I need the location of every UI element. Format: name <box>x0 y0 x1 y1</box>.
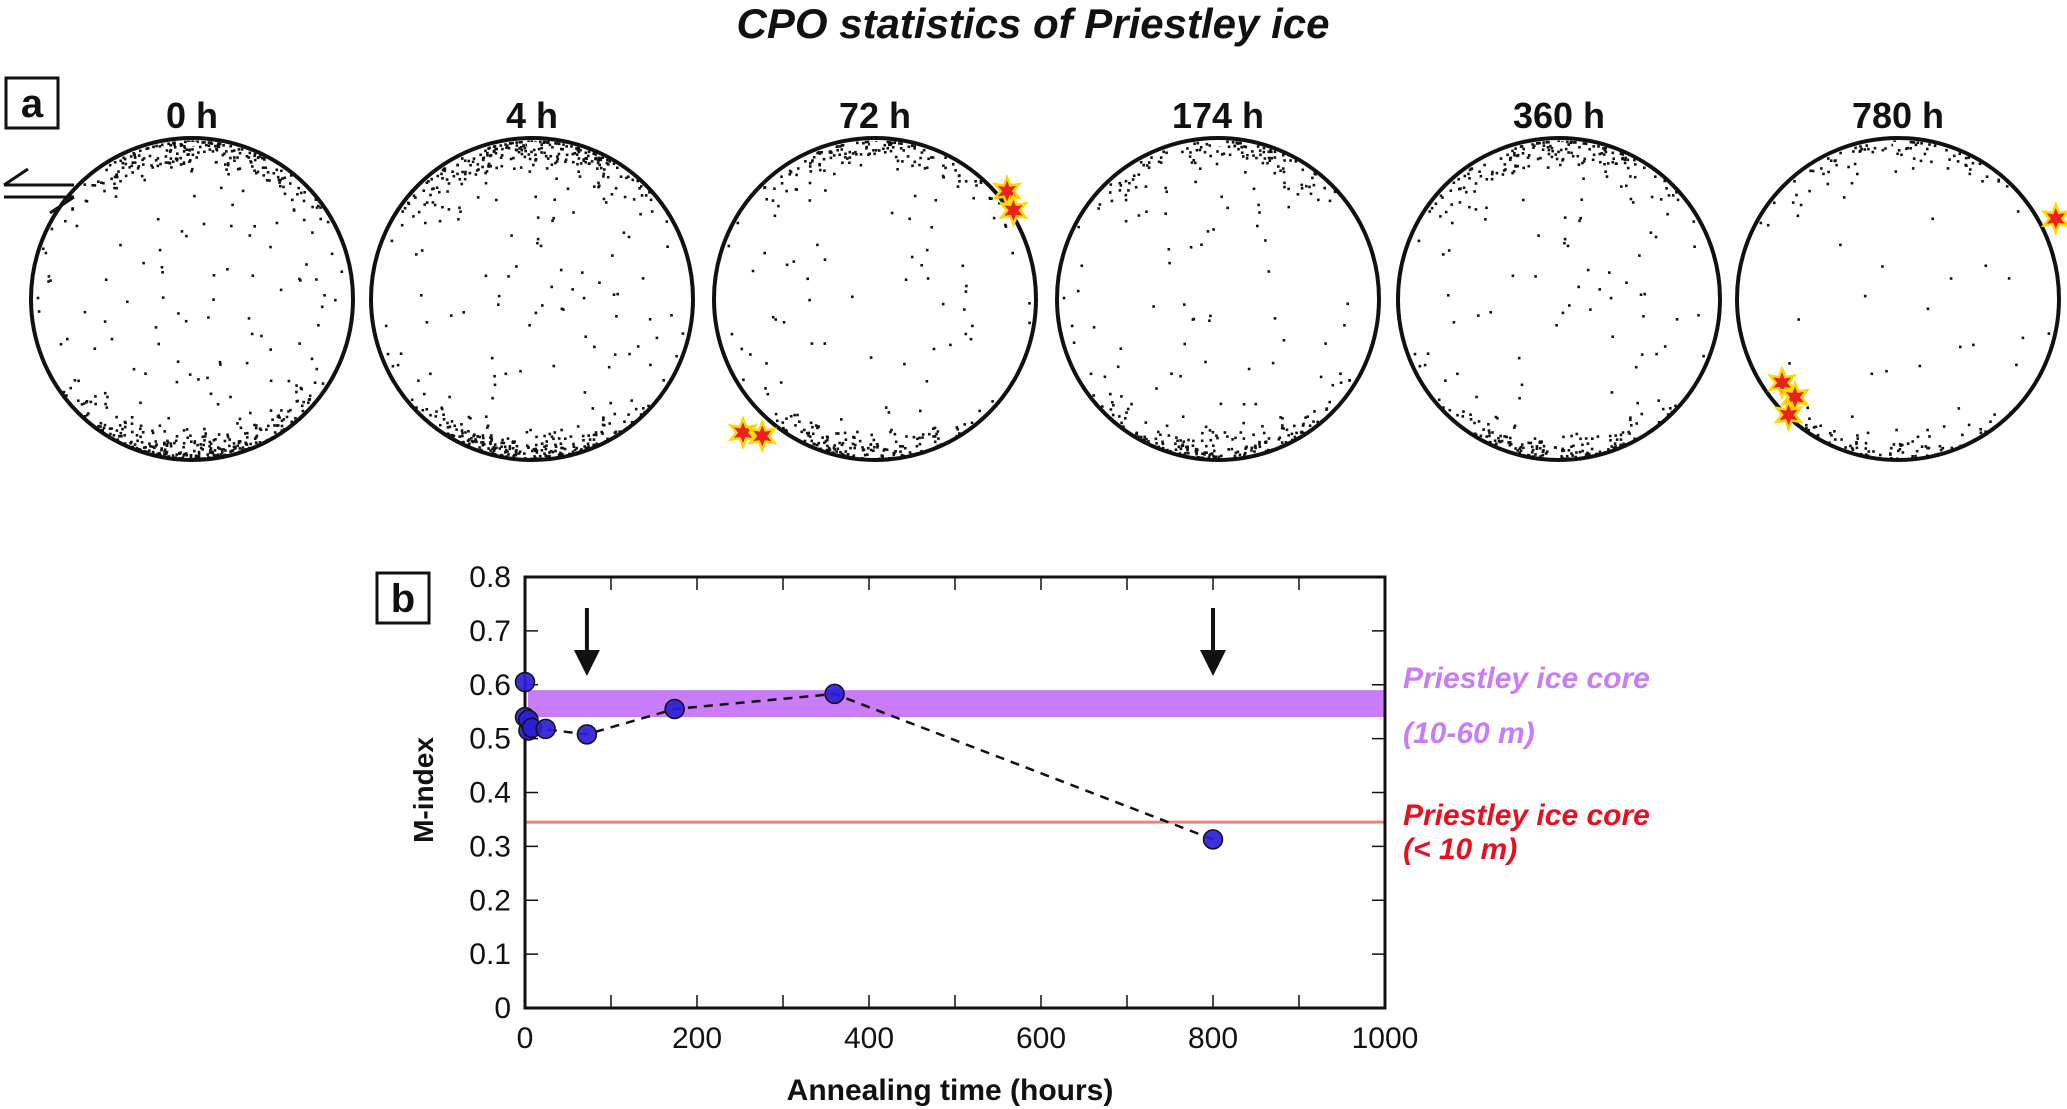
y-tick-label: 0.1 <box>469 938 511 971</box>
panel-b-label-box <box>375 571 431 625</box>
star-marker <box>727 415 759 451</box>
pole-figure-3: 174 h <box>1055 95 1381 462</box>
y-tick-label: 0.7 <box>469 615 511 648</box>
panel-a: a 0 h 4 h 72 h 174 h 360 h 780 h <box>3 76 2067 462</box>
data-point <box>664 698 685 720</box>
y-tick-label: 0.3 <box>469 830 511 863</box>
pole-figure-marker <box>870 142 880 146</box>
star-marker <box>998 192 1029 228</box>
star-marker <box>1767 365 1798 401</box>
pole-figure-1: 4 h <box>369 95 695 462</box>
pole-figure-points <box>384 140 685 461</box>
pole-figure-label: 780 h <box>1852 95 1944 136</box>
y-tick-label: 0 <box>494 992 511 1025</box>
plot-frame <box>523 575 1387 1010</box>
pole-figure-5: 780 h <box>1735 95 2067 462</box>
data-point <box>1202 829 1224 850</box>
pole-figure-marker <box>187 142 197 146</box>
panel-b: b Priestley ice core(10-60 m)Priestley i… <box>375 561 1650 1107</box>
y-tick-label: 0.8 <box>469 561 511 594</box>
panel-a-label: a <box>21 82 44 126</box>
pole-figure-circle <box>29 136 355 462</box>
pole-figure-points <box>727 140 1031 461</box>
x-tick-label: 400 <box>844 1022 894 1055</box>
figure-title: CPO statistics of Priestley ice <box>737 0 1330 47</box>
data-point <box>514 671 536 693</box>
y-axis-label: M-index <box>408 737 439 843</box>
panel-b-label: b <box>391 577 415 621</box>
pole-figure-label: 4 h <box>506 95 558 136</box>
grid <box>525 577 1385 1008</box>
x-tick-label: 600 <box>1016 1022 1066 1055</box>
pole-figure-circle <box>712 136 1038 462</box>
hline-label-line2: (< 10 m) <box>1403 833 1517 866</box>
pole-figure-circle <box>1055 136 1381 462</box>
band-label-line2: (10-60 m) <box>1403 717 1535 750</box>
pole-figure-marker <box>527 142 537 146</box>
pole-figure-label: 0 h <box>166 95 218 136</box>
pole-figure-marker <box>1893 142 1903 146</box>
star-marker <box>1773 397 1804 433</box>
pole-figure-points <box>1062 140 1351 461</box>
y-tick-label: 0.6 <box>469 669 511 702</box>
star-marker <box>2040 201 2067 236</box>
x-tick-label: 1000 <box>1352 1022 1419 1055</box>
pole-figure-label: 174 h <box>1172 95 1264 136</box>
x-tick-label: 800 <box>1188 1022 1238 1055</box>
pole-figure-marker <box>1213 142 1223 146</box>
pole-figure-points <box>36 140 344 461</box>
down-arrow-icon <box>1200 608 1226 676</box>
x-axis-label: Annealing time (hours) <box>787 1074 1114 1107</box>
x-tick-label: 0 <box>517 1022 534 1055</box>
x-tick-label: 200 <box>672 1022 722 1055</box>
pole-figure-marker <box>1554 142 1564 146</box>
star-marker <box>747 418 778 454</box>
pole-figure-circle <box>1396 136 1722 462</box>
panel-a-label-box <box>4 76 60 130</box>
pole-figure-4: 360 h <box>1396 95 1722 462</box>
y-tick-label: 0.4 <box>469 777 511 810</box>
band-label-line1: Priestley ice core <box>1403 662 1650 695</box>
data-point <box>535 718 556 740</box>
data-point <box>824 683 845 705</box>
data-point <box>576 724 598 745</box>
pole-figure-points <box>1759 140 2051 461</box>
pole-figures: 0 h 4 h 72 h 174 h 360 h 780 h <box>29 95 2067 462</box>
y-tick-label: 0.2 <box>469 884 511 917</box>
pole-figure-points <box>1413 140 1705 461</box>
pole-figure-2: 72 h <box>712 95 1038 462</box>
pole-figure-label: 72 h <box>839 95 911 136</box>
pole-figure-0: 0 h <box>29 95 355 462</box>
hline-label-line1: Priestley ice core <box>1403 799 1650 832</box>
shear-sense-icon <box>3 167 75 215</box>
pole-figure-label: 360 h <box>1513 95 1605 136</box>
y-tick-label: 0.5 <box>469 723 511 756</box>
down-arrow-icon <box>573 608 600 676</box>
m-index-chart: Priestley ice core (10-60 m) Priestley ice… <box>469 561 1650 1055</box>
